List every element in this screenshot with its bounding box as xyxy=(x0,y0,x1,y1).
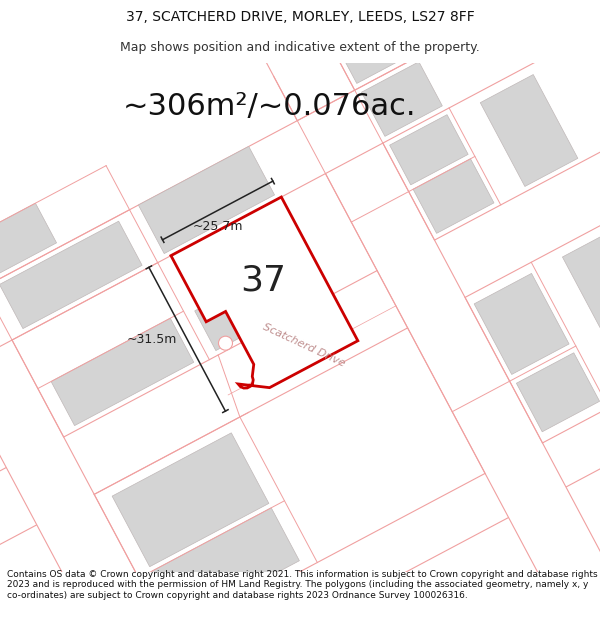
Polygon shape xyxy=(474,273,569,374)
Polygon shape xyxy=(0,102,600,581)
Polygon shape xyxy=(0,221,142,329)
Polygon shape xyxy=(112,433,269,567)
Polygon shape xyxy=(413,159,494,233)
Text: ~25.7m: ~25.7m xyxy=(193,221,243,233)
Text: 37: 37 xyxy=(240,263,286,297)
Text: Contains OS data © Crown copyright and database right 2021. This information is : Contains OS data © Crown copyright and d… xyxy=(7,570,598,600)
Polygon shape xyxy=(361,62,442,136)
Polygon shape xyxy=(389,114,468,185)
Polygon shape xyxy=(170,0,600,625)
Text: ~306m²/~0.076ac.: ~306m²/~0.076ac. xyxy=(123,92,417,121)
Polygon shape xyxy=(8,304,600,625)
Polygon shape xyxy=(152,508,299,624)
Polygon shape xyxy=(139,146,275,254)
Polygon shape xyxy=(517,352,599,432)
Circle shape xyxy=(218,336,232,350)
Polygon shape xyxy=(171,197,358,388)
Polygon shape xyxy=(0,203,56,276)
Text: Scatcherd Drive: Scatcherd Drive xyxy=(261,322,347,369)
Text: Map shows position and indicative extent of the property.: Map shows position and indicative extent… xyxy=(120,41,480,54)
Polygon shape xyxy=(195,254,322,351)
Polygon shape xyxy=(0,49,256,625)
Text: 37, SCATCHERD DRIVE, MORLEY, LEEDS, LS27 8FF: 37, SCATCHERD DRIVE, MORLEY, LEEDS, LS27… xyxy=(125,10,475,24)
Polygon shape xyxy=(562,229,600,328)
Polygon shape xyxy=(0,0,600,427)
Polygon shape xyxy=(480,74,578,186)
Text: ~31.5m: ~31.5m xyxy=(127,332,177,346)
Polygon shape xyxy=(51,318,194,426)
Polygon shape xyxy=(335,13,414,83)
